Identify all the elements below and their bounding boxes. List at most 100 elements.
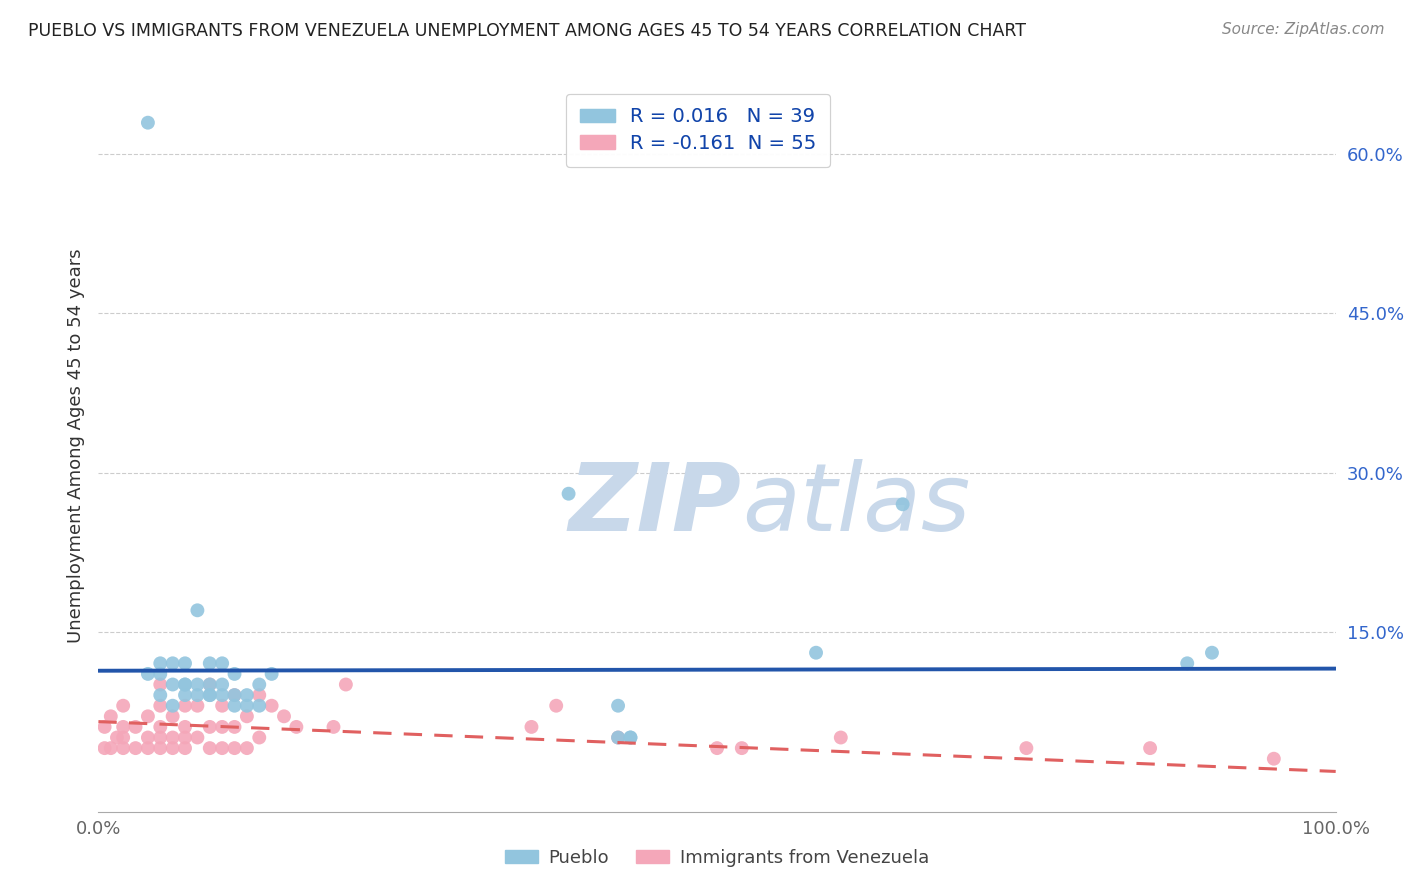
Point — [100, 741, 122, 756]
Point — [93, 741, 115, 756]
Legend: R = 0.016   N = 39, R = -0.161  N = 55: R = 0.016 N = 39, R = -0.161 N = 55 — [567, 94, 830, 167]
Point — [731, 741, 754, 756]
Point — [174, 741, 197, 756]
Point — [198, 688, 221, 702]
Point — [211, 720, 233, 734]
Point — [124, 741, 146, 756]
Point — [607, 698, 630, 713]
Legend: Pueblo, Immigrants from Venezuela: Pueblo, Immigrants from Venezuela — [498, 842, 936, 874]
Point — [186, 688, 208, 702]
Point — [211, 657, 233, 671]
Point — [198, 677, 221, 691]
Point — [285, 720, 308, 734]
Point — [830, 731, 852, 745]
Point — [198, 657, 221, 671]
Point — [198, 720, 221, 734]
Point — [706, 741, 728, 756]
Point — [174, 677, 197, 691]
Point — [1015, 741, 1038, 756]
Point — [174, 688, 197, 702]
Point — [1139, 741, 1161, 756]
Point — [335, 677, 357, 691]
Point — [162, 698, 184, 713]
Point — [186, 698, 208, 713]
Point — [804, 646, 827, 660]
Text: ZIP: ZIP — [569, 458, 742, 550]
Point — [174, 698, 197, 713]
Point — [1175, 657, 1198, 671]
Point — [124, 720, 146, 734]
Point — [198, 677, 221, 691]
Point — [236, 741, 259, 756]
Point — [112, 731, 135, 745]
Point — [112, 741, 135, 756]
Point — [607, 731, 630, 745]
Point — [186, 731, 208, 745]
Point — [546, 698, 568, 713]
Point — [211, 741, 233, 756]
Point — [273, 709, 295, 723]
Point — [149, 698, 172, 713]
Point — [136, 667, 159, 681]
Point — [224, 741, 246, 756]
Point — [211, 698, 233, 713]
Point — [174, 720, 197, 734]
Point — [557, 486, 579, 500]
Point — [162, 677, 184, 691]
Point — [619, 731, 641, 745]
Point — [186, 603, 208, 617]
Point — [211, 688, 233, 702]
Point — [224, 667, 246, 681]
Point — [149, 731, 172, 745]
Point — [162, 741, 184, 756]
Text: PUEBLO VS IMMIGRANTS FROM VENEZUELA UNEMPLOYMENT AMONG AGES 45 TO 54 YEARS CORRE: PUEBLO VS IMMIGRANTS FROM VENEZUELA UNEM… — [28, 22, 1026, 40]
Point — [260, 667, 283, 681]
Point — [186, 677, 208, 691]
Point — [93, 720, 115, 734]
Point — [149, 677, 172, 691]
Point — [174, 731, 197, 745]
Point — [211, 677, 233, 691]
Point — [260, 698, 283, 713]
Y-axis label: Unemployment Among Ages 45 to 54 years: Unemployment Among Ages 45 to 54 years — [66, 249, 84, 643]
Point — [247, 698, 270, 713]
Point — [1263, 752, 1285, 766]
Point — [162, 657, 184, 671]
Point — [136, 741, 159, 756]
Point — [247, 688, 270, 702]
Point — [607, 731, 630, 745]
Point — [224, 688, 246, 702]
Point — [520, 720, 543, 734]
Point — [162, 731, 184, 745]
Point — [224, 720, 246, 734]
Point — [149, 741, 172, 756]
Point — [236, 688, 259, 702]
Point — [891, 497, 914, 511]
Point — [247, 677, 270, 691]
Point — [100, 709, 122, 723]
Point — [174, 657, 197, 671]
Point — [136, 731, 159, 745]
Point — [174, 677, 197, 691]
Point — [322, 720, 344, 734]
Point — [149, 657, 172, 671]
Point — [198, 741, 221, 756]
Text: atlas: atlas — [742, 459, 970, 550]
Point — [247, 731, 270, 745]
Point — [105, 731, 128, 745]
Point — [149, 667, 172, 681]
Point — [224, 698, 246, 713]
Point — [619, 731, 641, 745]
Point — [136, 116, 159, 130]
Point — [112, 698, 135, 713]
Point — [236, 698, 259, 713]
Point — [162, 709, 184, 723]
Point — [224, 688, 246, 702]
Point — [149, 720, 172, 734]
Point — [1201, 646, 1223, 660]
Point — [236, 709, 259, 723]
Point — [198, 688, 221, 702]
Text: Source: ZipAtlas.com: Source: ZipAtlas.com — [1222, 22, 1385, 37]
Point — [112, 720, 135, 734]
Point — [149, 688, 172, 702]
